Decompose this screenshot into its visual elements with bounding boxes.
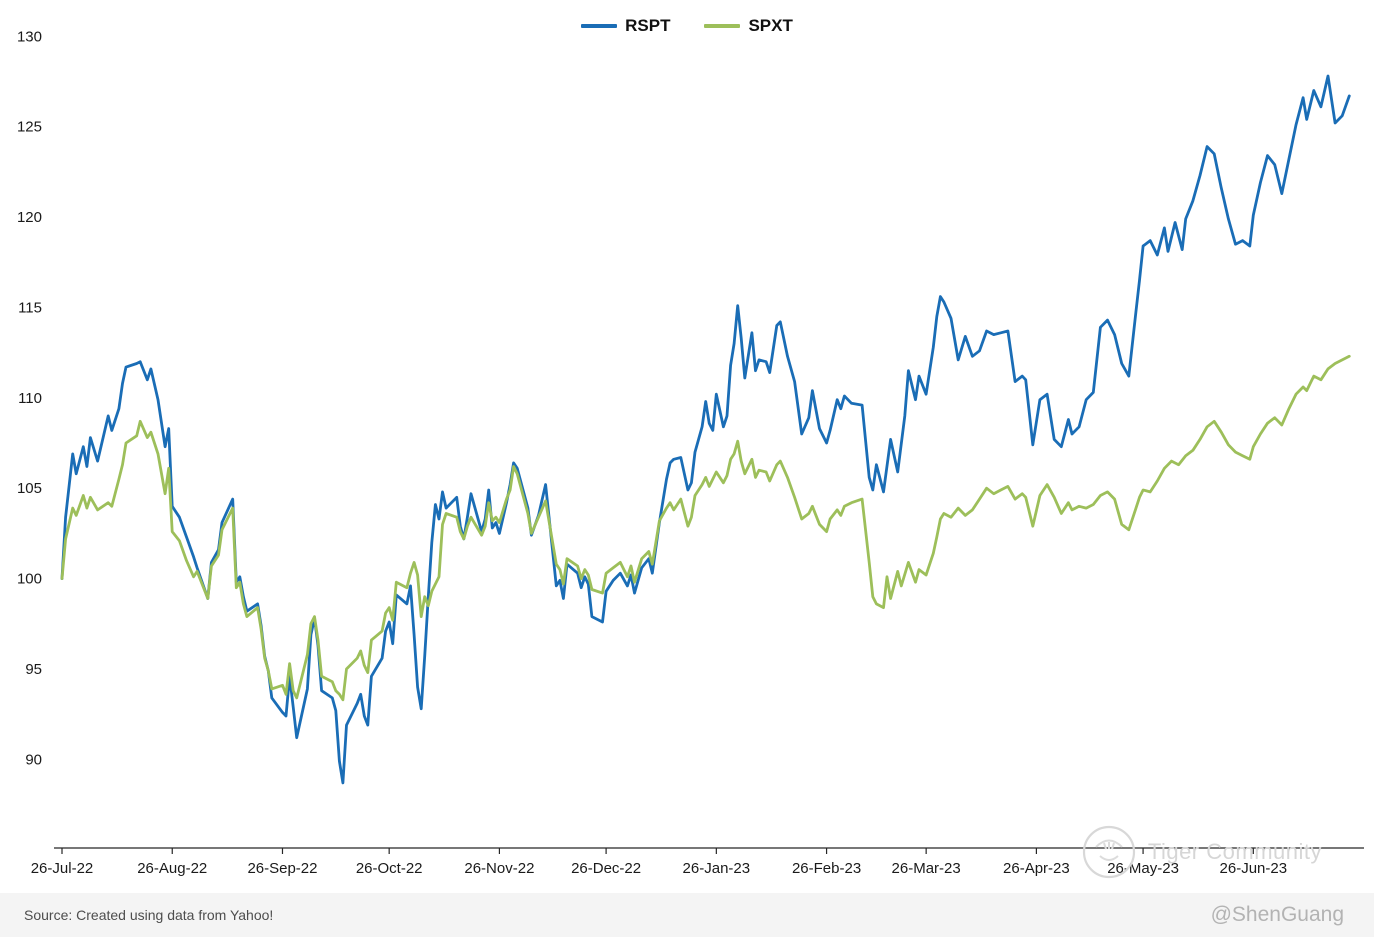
y-tick-label: 90 (25, 751, 42, 768)
series-line-rspt (60, 74, 1351, 785)
x-tick-label: 26-Feb-23 (792, 860, 861, 877)
x-tick-label: 26-Jan-23 (683, 860, 751, 877)
x-tick-label: 26-Aug-22 (137, 860, 207, 877)
x-tick-label: 26-Oct-22 (356, 860, 423, 877)
legend-label-spxt: SPXT (748, 16, 793, 35)
y-tick-label: 100 (17, 571, 42, 588)
x-tick-label: 26-May-23 (1107, 860, 1179, 877)
y-tick-label: 130 (17, 28, 42, 45)
legend-item-spxt[interactable]: SPXT (704, 16, 793, 36)
source-note: Source: Created using data from Yahoo! (24, 907, 274, 923)
y-tick-label: 115 (18, 299, 42, 316)
x-tick-label: 26-Dec-22 (571, 860, 641, 877)
legend-label-rspt: RSPT (625, 16, 671, 35)
rspt-line-swatch (581, 24, 618, 28)
y-tick-label: 95 (25, 661, 42, 678)
y-tick-label: 125 (17, 119, 42, 136)
y-tick-label: 105 (17, 480, 42, 497)
y-tick-label: 110 (18, 390, 42, 407)
x-tick-label: 26-Jul-22 (31, 860, 94, 877)
price-line-chart: 90 95 100 105 110 115 120 125 130 26-Jul-22 26-Aug… (17, 28, 1364, 877)
footer-bar: Source: Created using data from Yahoo! @… (0, 893, 1374, 937)
y-tick-label: 120 (17, 209, 42, 226)
legend-item-rspt[interactable]: RSPT (581, 16, 670, 36)
x-tick-label: 26-Sep-22 (247, 860, 317, 877)
x-tick-label: 26-Mar-23 (892, 860, 961, 877)
author-handle: @ShenGuang (1210, 903, 1344, 926)
series-line-spxt (60, 354, 1351, 702)
x-tick-label: 26-Jun-23 (1220, 860, 1288, 877)
x-tick-label: 26-Apr-23 (1003, 860, 1070, 877)
spxt-line-swatch (704, 24, 741, 28)
chart-legend: RSPT SPXT (0, 16, 1374, 36)
x-tick-label: 26-Nov-22 (464, 860, 534, 877)
